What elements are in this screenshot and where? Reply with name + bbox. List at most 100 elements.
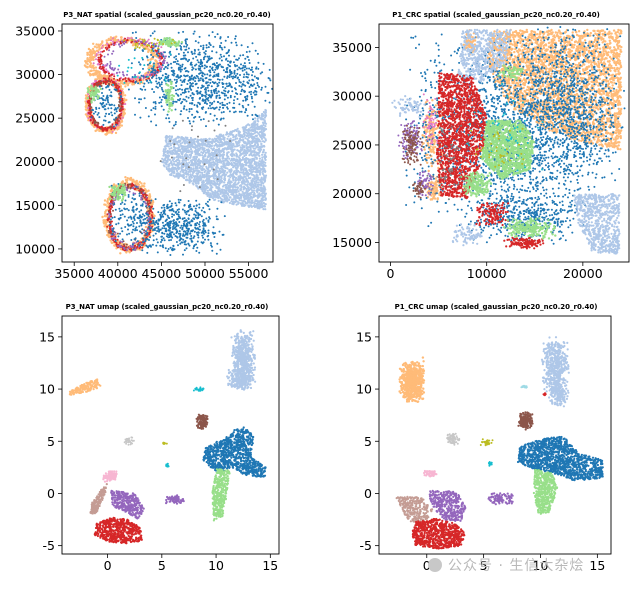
scatter-point [185,150,188,153]
scatter-point [245,193,248,196]
scatter-point [133,40,136,43]
scatter-point [246,185,249,188]
scatter-point [95,70,98,73]
scatter-point [248,168,251,172]
scatter-point [217,174,220,177]
scatter-point [162,148,165,151]
scatter-point [180,152,183,155]
scatter-point [96,63,99,66]
scatter-point [252,186,255,189]
scatter-point [226,159,229,162]
scatter-point [98,67,101,69]
scatter-point [168,135,171,138]
scatter-point [92,51,95,55]
scatter-point [222,134,225,137]
scatter-point [217,186,220,189]
scatter-point [211,138,214,141]
scatter-point [149,201,152,204]
scatter-point [112,69,115,72]
scatter-point [220,188,223,191]
scatter-point [218,183,221,187]
scatter-point [98,48,101,51]
scatter-point [171,163,174,166]
scatter-point [230,185,233,188]
scatter-point [231,152,234,155]
scatter-point [243,167,246,170]
scatter-point [158,66,161,68]
scatter-point [213,161,216,165]
scatter-point [233,148,236,151]
scatter-point [186,140,189,143]
scatter-point [243,161,247,164]
scatter-point [131,80,134,83]
scatter-point [121,40,123,43]
scatter-point [197,152,200,155]
scatter-point [115,118,117,121]
scatter-point [101,41,104,44]
scatter-point [246,142,249,145]
scatter-point [260,184,263,187]
scatter-point [110,79,113,82]
scatter-point [120,103,123,106]
scatter-point [121,105,124,108]
scatter-point [257,126,260,129]
scatter-point [100,80,102,83]
scatter-point [167,165,170,168]
scatter-point [253,204,256,207]
scatter-point [137,183,140,186]
scatter-point [128,251,131,254]
scatter-point [163,159,166,162]
scatter-point [215,179,218,182]
scatter-point [243,158,246,161]
scatter-point [176,135,179,138]
scatter-point [176,155,179,158]
scatter-point [125,249,128,252]
scatter-point [107,77,110,80]
scatter-point [242,135,245,138]
scatter-point [168,162,171,165]
scatter-point [93,120,96,123]
scatter-point [156,66,159,69]
scatter-point [116,238,119,241]
scatter-point [243,186,247,190]
scatter-point [256,131,259,134]
scatter-point [237,175,240,178]
scatter-point [140,194,143,197]
scatter-point [209,165,212,168]
scatter-point [166,143,169,146]
scatter-point [196,172,199,176]
scatter-point [218,141,221,144]
scatter-point [126,37,129,39]
scatter-point [150,203,153,207]
scatter-point [113,75,116,78]
scatter-point [239,146,242,149]
scatter-point [118,77,121,80]
scatter-point [108,231,111,234]
scatter-point [217,188,220,191]
scatter-point [123,94,127,97]
scatter-point [99,56,102,59]
scatter-point [235,129,238,132]
scatter-point [187,158,190,161]
scatter-point [134,78,137,81]
scatter-point [107,80,110,83]
scatter-point [116,232,119,235]
scatter-point [215,157,218,160]
scatter-point [223,181,226,184]
scatter-point [257,148,260,151]
scatter-point [90,73,94,76]
scatter-point [202,161,205,164]
scatter-point [100,47,103,50]
scatter-point [224,157,227,160]
scatter-point [114,131,118,135]
scatter-point [221,153,224,156]
scatter-point [141,190,144,193]
scatter-point [178,174,181,177]
scatter-point [263,145,266,148]
scatter-point [167,168,170,171]
scatter-point [173,148,176,151]
scatter-point [263,128,266,131]
scatter-point [263,111,266,114]
scatter-point [91,58,95,61]
scatter-point [250,191,254,194]
